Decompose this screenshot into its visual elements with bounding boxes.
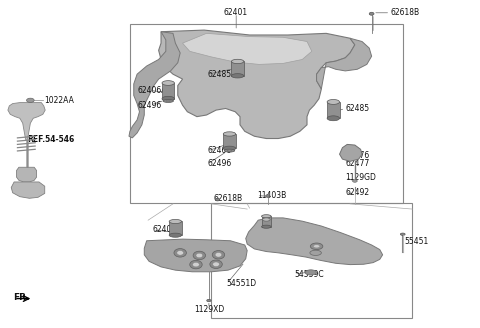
Circle shape bbox=[210, 260, 222, 269]
Ellipse shape bbox=[313, 245, 320, 248]
Text: 1129XD: 1129XD bbox=[194, 305, 224, 314]
Text: 1129GD: 1129GD bbox=[345, 173, 376, 182]
Ellipse shape bbox=[169, 233, 181, 237]
Ellipse shape bbox=[263, 218, 270, 221]
Polygon shape bbox=[317, 38, 372, 89]
Ellipse shape bbox=[231, 74, 244, 78]
Text: 62466: 62466 bbox=[207, 146, 232, 155]
Text: FR.: FR. bbox=[12, 294, 29, 302]
Text: 1022AA: 1022AA bbox=[44, 96, 73, 105]
Bar bbox=[169, 221, 181, 235]
Ellipse shape bbox=[228, 150, 231, 151]
Circle shape bbox=[215, 253, 222, 257]
Ellipse shape bbox=[352, 180, 357, 182]
Polygon shape bbox=[8, 103, 45, 139]
Ellipse shape bbox=[262, 215, 271, 218]
Ellipse shape bbox=[162, 96, 174, 101]
Ellipse shape bbox=[305, 270, 317, 275]
Text: 54500: 54500 bbox=[183, 252, 208, 261]
Polygon shape bbox=[11, 182, 45, 198]
Text: 62476: 62476 bbox=[345, 151, 370, 160]
Text: 54551D: 54551D bbox=[227, 279, 257, 288]
Text: 62496: 62496 bbox=[207, 159, 232, 169]
Bar bbox=[130, 24, 403, 203]
Text: 55451: 55451 bbox=[404, 237, 429, 246]
Bar bbox=[231, 61, 244, 76]
Circle shape bbox=[196, 253, 203, 258]
Text: 62406A: 62406A bbox=[153, 225, 182, 235]
Circle shape bbox=[192, 262, 199, 267]
Ellipse shape bbox=[163, 99, 173, 102]
Bar bbox=[262, 216, 271, 227]
Text: 62492: 62492 bbox=[345, 188, 370, 197]
Ellipse shape bbox=[262, 225, 271, 228]
Polygon shape bbox=[144, 239, 247, 272]
Ellipse shape bbox=[310, 250, 322, 256]
Ellipse shape bbox=[162, 81, 174, 85]
Ellipse shape bbox=[265, 195, 270, 197]
Text: 54551A: 54551A bbox=[183, 258, 213, 267]
Text: REF.54-546: REF.54-546 bbox=[27, 135, 74, 144]
Ellipse shape bbox=[26, 98, 34, 102]
Circle shape bbox=[212, 251, 225, 259]
Ellipse shape bbox=[400, 233, 405, 236]
Text: 62618B: 62618B bbox=[391, 8, 420, 17]
Ellipse shape bbox=[327, 116, 339, 121]
Bar bbox=[162, 83, 174, 99]
Text: 62485: 62485 bbox=[345, 104, 370, 113]
Ellipse shape bbox=[223, 146, 236, 151]
Circle shape bbox=[174, 249, 186, 257]
Ellipse shape bbox=[369, 12, 374, 15]
Text: 62496: 62496 bbox=[137, 101, 161, 110]
Ellipse shape bbox=[224, 149, 235, 152]
Circle shape bbox=[193, 251, 205, 260]
Text: 62618B: 62618B bbox=[214, 195, 243, 203]
Text: 62477: 62477 bbox=[345, 159, 370, 169]
Bar bbox=[211, 203, 412, 318]
Ellipse shape bbox=[216, 198, 220, 201]
Bar bbox=[223, 134, 236, 148]
Text: 62401: 62401 bbox=[223, 8, 247, 17]
Polygon shape bbox=[158, 30, 355, 138]
Text: 54530C: 54530C bbox=[306, 250, 336, 259]
Ellipse shape bbox=[231, 59, 244, 64]
Ellipse shape bbox=[207, 299, 211, 302]
Ellipse shape bbox=[166, 100, 170, 102]
Polygon shape bbox=[246, 218, 383, 265]
Polygon shape bbox=[16, 167, 36, 182]
Circle shape bbox=[177, 251, 183, 255]
Text: 62485: 62485 bbox=[207, 70, 231, 79]
Polygon shape bbox=[129, 32, 180, 138]
Text: 62406A: 62406A bbox=[137, 86, 167, 95]
Text: 54559C: 54559C bbox=[294, 270, 324, 278]
Bar bbox=[327, 102, 339, 118]
Circle shape bbox=[213, 262, 219, 267]
Polygon shape bbox=[339, 144, 362, 161]
Text: 54519B: 54519B bbox=[306, 242, 336, 251]
Ellipse shape bbox=[169, 219, 181, 224]
Circle shape bbox=[190, 260, 202, 269]
Ellipse shape bbox=[327, 99, 339, 104]
Text: 11403B: 11403B bbox=[257, 191, 286, 200]
Ellipse shape bbox=[311, 243, 323, 250]
Polygon shape bbox=[182, 33, 312, 64]
Text: 54584A: 54584A bbox=[270, 222, 300, 231]
Ellipse shape bbox=[223, 132, 236, 136]
